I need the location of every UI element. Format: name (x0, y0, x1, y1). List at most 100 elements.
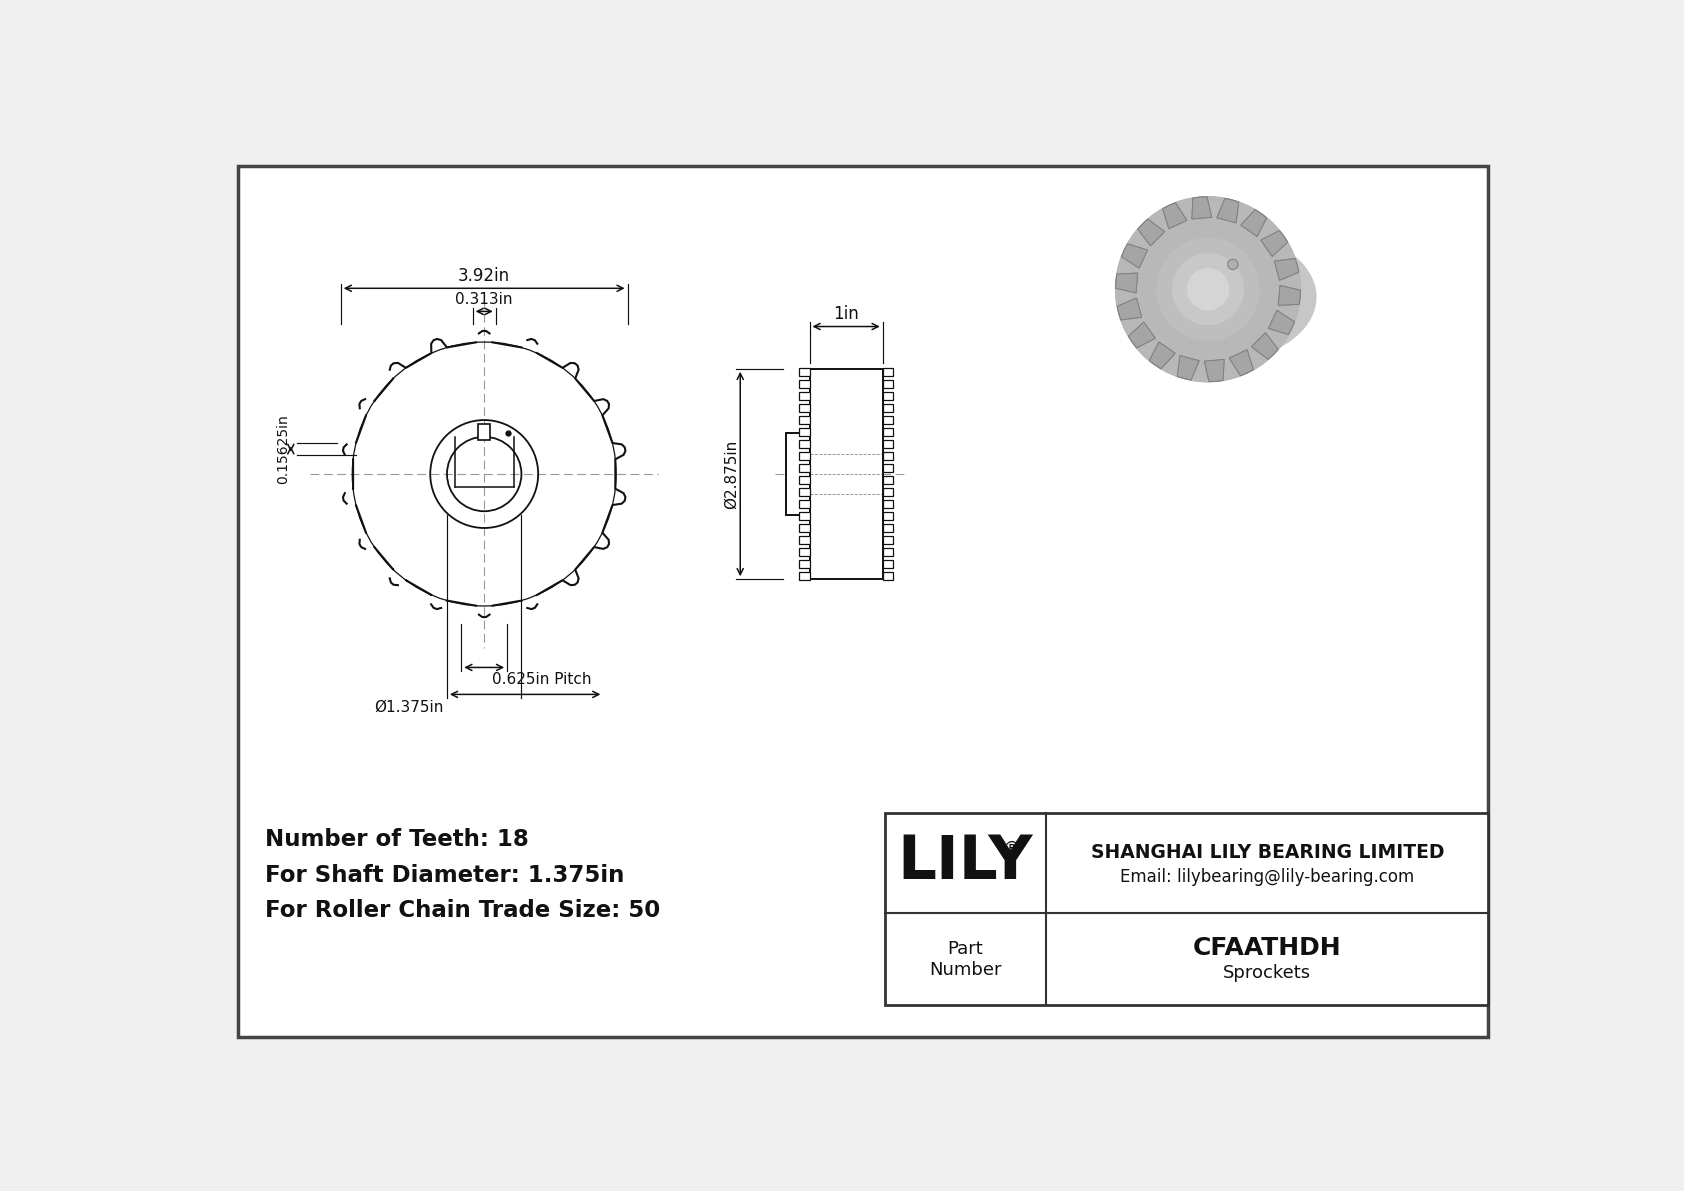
Bar (882, 417, 893, 424)
Bar (800, 417, 810, 424)
Bar (882, 405, 893, 412)
Polygon shape (1218, 199, 1239, 223)
Bar (882, 429, 893, 436)
Polygon shape (1177, 356, 1199, 380)
Bar (882, 561, 893, 568)
Bar (800, 429, 810, 436)
Text: 3.92in: 3.92in (458, 267, 510, 285)
Polygon shape (1128, 322, 1155, 348)
Bar (884, 812, 1489, 1005)
Polygon shape (1192, 197, 1212, 219)
Polygon shape (1218, 199, 1239, 223)
Polygon shape (1162, 202, 1187, 229)
Bar (882, 441, 893, 448)
Circle shape (1172, 254, 1243, 324)
Text: Ø1.375in: Ø1.375in (374, 699, 443, 715)
Bar (800, 561, 810, 568)
Polygon shape (1261, 231, 1288, 256)
Bar (800, 536, 810, 543)
Bar (800, 512, 810, 519)
Bar (882, 573, 893, 580)
Circle shape (1157, 238, 1260, 341)
Bar (800, 380, 810, 387)
Circle shape (1157, 238, 1260, 341)
Circle shape (1228, 260, 1238, 269)
Bar (882, 488, 893, 495)
Polygon shape (1261, 231, 1288, 256)
Bar (800, 548, 810, 556)
Bar (800, 368, 810, 375)
Bar (882, 380, 893, 387)
Circle shape (1187, 269, 1228, 310)
Bar (800, 488, 810, 495)
Polygon shape (1115, 273, 1138, 293)
Bar (882, 392, 893, 400)
Polygon shape (1268, 311, 1295, 335)
Polygon shape (1241, 210, 1266, 237)
Bar (800, 573, 810, 580)
Circle shape (1115, 197, 1300, 381)
Polygon shape (1204, 360, 1224, 381)
Polygon shape (1251, 332, 1278, 360)
Polygon shape (1115, 273, 1138, 293)
Bar (800, 405, 810, 412)
Bar (882, 368, 893, 375)
Bar (882, 464, 893, 472)
Circle shape (1172, 254, 1243, 324)
Text: 0.313in: 0.313in (455, 292, 514, 306)
Polygon shape (1275, 258, 1298, 280)
Polygon shape (1204, 360, 1224, 381)
Bar (800, 500, 810, 507)
Bar (800, 453, 810, 460)
Polygon shape (1116, 298, 1142, 320)
Text: LILY: LILY (898, 834, 1034, 892)
Text: For Shaft Diameter: 1.375in: For Shaft Diameter: 1.375in (264, 863, 625, 886)
Text: 0.15625in: 0.15625in (276, 414, 290, 484)
Text: 0.625in Pitch: 0.625in Pitch (492, 672, 591, 687)
Bar (882, 500, 893, 507)
Bar (800, 441, 810, 448)
Text: For Roller Chain Trade Size: 50: For Roller Chain Trade Size: 50 (264, 899, 660, 922)
Bar (800, 476, 810, 484)
Circle shape (1187, 269, 1228, 310)
Bar (882, 536, 893, 543)
Text: ®: ® (1002, 840, 1021, 858)
Text: 1in: 1in (834, 305, 859, 323)
Polygon shape (1278, 286, 1300, 305)
Polygon shape (1275, 258, 1298, 280)
Polygon shape (1138, 219, 1165, 245)
Polygon shape (1122, 244, 1147, 268)
Text: Sprockets: Sprockets (1223, 964, 1312, 983)
Polygon shape (1177, 356, 1199, 380)
Polygon shape (1229, 350, 1253, 375)
Polygon shape (1241, 210, 1266, 237)
Circle shape (1115, 197, 1300, 381)
Circle shape (1228, 260, 1238, 269)
Polygon shape (1116, 298, 1142, 320)
Polygon shape (1278, 286, 1300, 305)
Bar (882, 453, 893, 460)
Bar (800, 524, 810, 531)
Polygon shape (1128, 322, 1155, 348)
Bar (882, 524, 893, 531)
Polygon shape (1150, 342, 1175, 369)
Text: Part
Number: Part Number (930, 940, 1002, 979)
Bar (478, 424, 490, 439)
Text: CFAATHDH: CFAATHDH (1192, 936, 1342, 960)
Polygon shape (1268, 311, 1295, 335)
Polygon shape (1251, 332, 1278, 360)
Bar (882, 476, 893, 484)
Polygon shape (1192, 197, 1212, 219)
Text: Ø2.875in: Ø2.875in (724, 439, 739, 509)
Bar (800, 392, 810, 400)
Bar (882, 548, 893, 556)
Bar (810, 369, 882, 579)
Polygon shape (1122, 244, 1147, 268)
Bar (882, 512, 893, 519)
Polygon shape (1229, 350, 1253, 375)
Text: Number of Teeth: 18: Number of Teeth: 18 (264, 828, 529, 852)
Polygon shape (1162, 202, 1187, 229)
Bar (786, 434, 810, 515)
Polygon shape (1138, 219, 1165, 245)
Text: SHANGHAI LILY BEARING LIMITED: SHANGHAI LILY BEARING LIMITED (1091, 842, 1445, 861)
